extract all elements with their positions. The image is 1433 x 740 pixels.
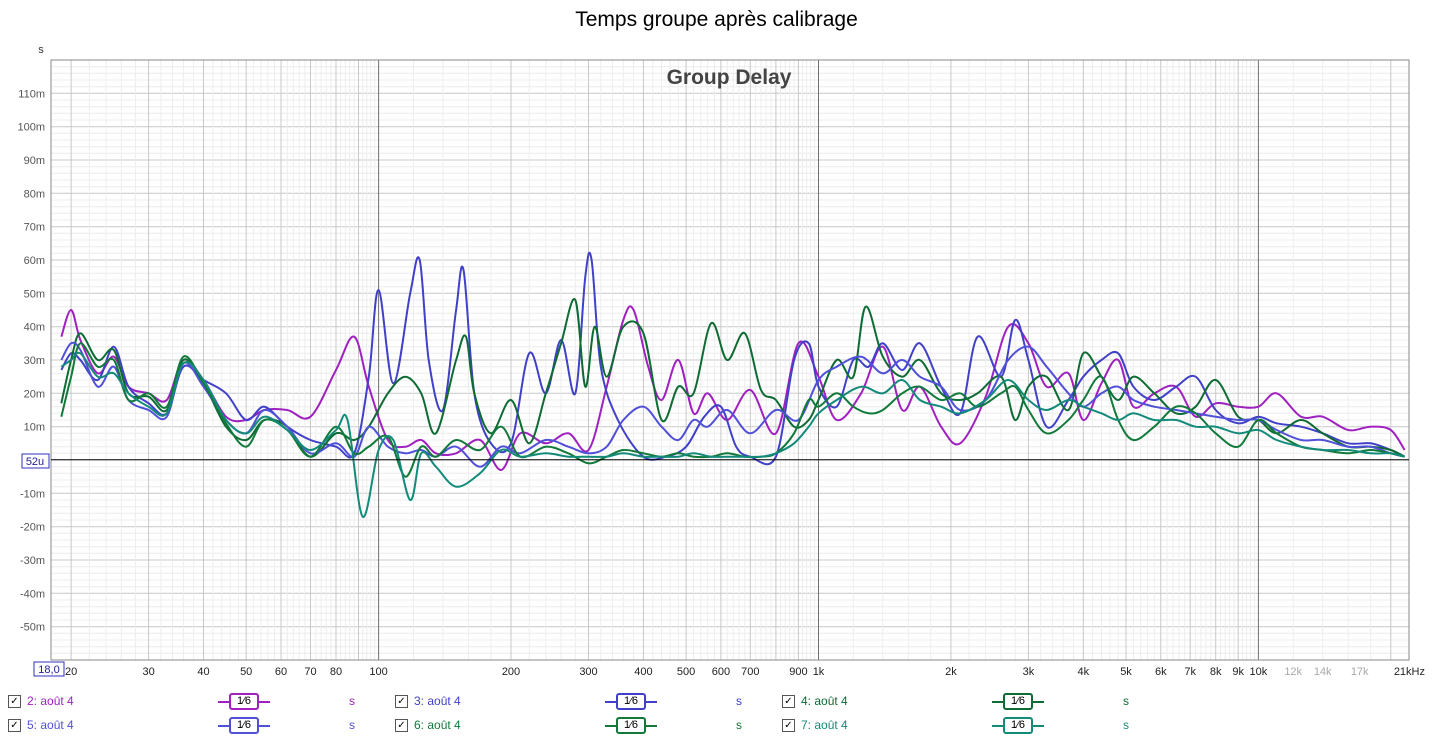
smoothing-button[interactable]: 1⁄6 bbox=[218, 717, 270, 734]
x-start-box[interactable] bbox=[33, 661, 65, 677]
x-tick-label: 30 bbox=[142, 666, 154, 678]
series-line bbox=[60, 341, 1405, 468]
page-title: Temps groupe après calibrage bbox=[575, 8, 858, 31]
y-tick-label: 20m bbox=[24, 388, 45, 400]
legend-unit: s bbox=[349, 694, 355, 708]
legend-label: 7: août 4 bbox=[801, 718, 848, 732]
group-delay-chart[interactable]: Group Delay s 110m 100m 90m 80m 70m 60m 50m 40m… bbox=[0, 0, 1433, 690]
x-tick-label: 80 bbox=[330, 666, 342, 678]
legend-unit: s bbox=[1123, 718, 1129, 732]
smoothing-label: 1⁄6 bbox=[229, 717, 259, 734]
x-tick-label: 8k bbox=[1210, 666, 1222, 678]
y-axis-unit: s bbox=[38, 44, 44, 56]
grid bbox=[51, 59, 1409, 661]
x-tick-label: 40 bbox=[197, 666, 209, 678]
legend-entry: ✓ 3: août 4 1⁄6 s bbox=[395, 693, 775, 712]
checkbox[interactable]: ✓ bbox=[8, 719, 21, 732]
x-tick-label: 900 bbox=[789, 666, 807, 678]
y-tick-label: 30m bbox=[24, 355, 45, 367]
reference-label: 52u bbox=[26, 456, 44, 468]
series-line bbox=[60, 342, 1405, 478]
x-tick-label: 700 bbox=[741, 666, 759, 678]
legend-entry: ✓ 6: août 4 1⁄6 s bbox=[395, 717, 775, 736]
reference-label-box[interactable] bbox=[21, 453, 50, 469]
x-tick-label: 10k bbox=[1250, 666, 1268, 678]
y-tick-label: 80m bbox=[24, 188, 45, 200]
smoothing-label: 1⁄6 bbox=[229, 693, 259, 710]
legend-label: 4: août 4 bbox=[801, 694, 848, 708]
legend-label: 6: août 4 bbox=[414, 718, 461, 732]
x-tick-label: 12k bbox=[1284, 666, 1302, 678]
x-tick-label: 300 bbox=[579, 666, 597, 678]
x-tick-label: 14k bbox=[1314, 666, 1332, 678]
x-tick-label: 4k bbox=[1077, 666, 1089, 678]
legend-label: 2: août 4 bbox=[27, 694, 74, 708]
checkbox[interactable]: ✓ bbox=[395, 719, 408, 732]
legend-entry: ✓ 4: août 4 1⁄6 s bbox=[782, 693, 1162, 712]
x-tick-label: 500 bbox=[677, 666, 695, 678]
smoothing-label: 1⁄6 bbox=[616, 693, 646, 710]
x-tick-label: 400 bbox=[634, 666, 652, 678]
legend-label: 3: août 4 bbox=[414, 694, 461, 708]
series-lines bbox=[60, 251, 1406, 518]
smoothing-button[interactable]: 1⁄6 bbox=[218, 693, 270, 710]
series-line bbox=[60, 351, 1405, 518]
y-tick-label: 10m bbox=[24, 422, 45, 434]
x-tick-label: 70 bbox=[304, 666, 316, 678]
x-tick-label: 6k bbox=[1155, 666, 1167, 678]
x-tick-label: 9k bbox=[1232, 666, 1244, 678]
x-tick-label: 50 bbox=[240, 666, 252, 678]
legend-unit: s bbox=[349, 718, 355, 732]
x-tick-label: 1k bbox=[813, 666, 825, 678]
smoothing-button[interactable]: 1⁄6 bbox=[992, 693, 1044, 710]
smoothing-label: 1⁄6 bbox=[1003, 693, 1033, 710]
y-tick-label: 40m bbox=[24, 322, 45, 334]
y-tick-label: 70m bbox=[24, 222, 45, 234]
legend-entry: ✓ 5: août 4 1⁄6 s bbox=[8, 717, 388, 736]
y-tick-label: 90m bbox=[24, 155, 45, 167]
x-tick-label: 2k bbox=[945, 666, 957, 678]
checkbox[interactable]: ✓ bbox=[395, 695, 408, 708]
x-tick-label: 21kHz bbox=[1394, 666, 1425, 678]
x-tick-label: 5k bbox=[1120, 666, 1132, 678]
legend-label: 5: août 4 bbox=[27, 718, 74, 732]
y-axis-ticks: 110m 100m 90m 80m 70m 60m 50m 40m 30m 20m 10m -10m -… bbox=[17, 88, 45, 633]
y-tick-label: -40m bbox=[20, 588, 45, 600]
x-axis-ticks: 20 30 40 50 60 70 80 100 200 300 400 500 600 700 900 1k… bbox=[65, 666, 1425, 678]
x-tick-label: 600 bbox=[712, 666, 730, 678]
checkbox[interactable]: ✓ bbox=[782, 695, 795, 708]
plot-frame bbox=[50, 59, 1410, 661]
legend-entry: ✓ 7: août 4 1⁄6 s bbox=[782, 717, 1162, 736]
x-tick-label: 100 bbox=[369, 666, 387, 678]
legend-entry: ✓ 2: août 4 1⁄6 s bbox=[8, 693, 388, 712]
y-tick-label: -30m bbox=[20, 555, 45, 567]
x-tick-label: 60 bbox=[275, 666, 287, 678]
x-start-label: 18,0 bbox=[38, 664, 59, 676]
y-tick-label: -50m bbox=[20, 622, 45, 634]
x-tick-label: 17k bbox=[1351, 666, 1369, 678]
checkbox[interactable]: ✓ bbox=[8, 695, 21, 708]
y-tick-label: 100m bbox=[17, 122, 45, 134]
y-tick-label: 110m bbox=[18, 88, 45, 100]
chart-title: Group Delay bbox=[667, 66, 792, 89]
x-tick-label: 20 bbox=[65, 666, 77, 678]
legend-unit: s bbox=[736, 694, 742, 708]
checkbox[interactable]: ✓ bbox=[782, 719, 795, 732]
smoothing-label: 1⁄6 bbox=[1003, 717, 1033, 734]
legend-unit: s bbox=[1123, 694, 1129, 708]
smoothing-button[interactable]: 1⁄6 bbox=[992, 717, 1044, 734]
smoothing-label: 1⁄6 bbox=[616, 717, 646, 734]
x-tick-label: 7k bbox=[1184, 666, 1196, 678]
smoothing-button[interactable]: 1⁄6 bbox=[605, 693, 657, 710]
y-tick-label: 50m bbox=[24, 288, 45, 300]
y-tick-label: 60m bbox=[24, 255, 45, 267]
x-tick-label: 200 bbox=[502, 666, 520, 678]
x-tick-label: 3k bbox=[1023, 666, 1035, 678]
y-tick-label: -20m bbox=[20, 522, 45, 534]
legend-unit: s bbox=[736, 718, 742, 732]
y-tick-label: -10m bbox=[20, 488, 45, 500]
smoothing-button[interactable]: 1⁄6 bbox=[605, 717, 657, 734]
